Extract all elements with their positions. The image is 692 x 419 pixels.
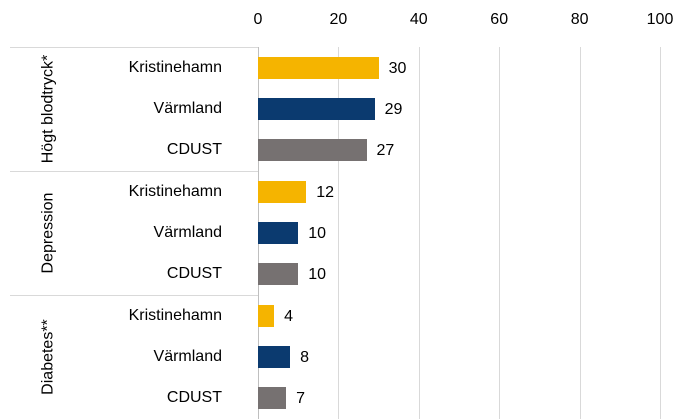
bar bbox=[258, 387, 287, 410]
category-label: CDUST bbox=[166, 389, 222, 407]
grid-line bbox=[499, 47, 501, 419]
bar bbox=[258, 263, 299, 286]
value-label: 7 bbox=[296, 390, 306, 408]
value-label: 10 bbox=[308, 225, 326, 242]
value-label: 29 bbox=[384, 101, 403, 118]
x-tick-label: 80 bbox=[570, 11, 589, 28]
group-separator bbox=[10, 47, 258, 48]
category-label: CDUST bbox=[166, 141, 222, 159]
bar bbox=[258, 222, 299, 244]
x-tick-label: 60 bbox=[490, 11, 509, 28]
bar bbox=[258, 180, 307, 203]
category-label: Värmland bbox=[153, 348, 222, 365]
x-tick-label: 100 bbox=[646, 11, 674, 28]
x-tick-label: 40 bbox=[409, 11, 428, 28]
x-tick-label: 20 bbox=[329, 11, 348, 28]
grid-line bbox=[579, 47, 581, 419]
value-label: 4 bbox=[284, 307, 293, 325]
grid-line bbox=[338, 47, 340, 419]
category-label: Kristinehamn bbox=[128, 306, 222, 324]
group-separator bbox=[10, 295, 258, 296]
category-label: Kristinehamn bbox=[128, 58, 222, 76]
grid-line bbox=[660, 47, 661, 419]
value-label: 8 bbox=[300, 349, 310, 366]
value-label: 12 bbox=[316, 183, 335, 201]
bar bbox=[258, 98, 375, 120]
group-separator bbox=[10, 171, 258, 172]
category-label: Värmland bbox=[153, 100, 222, 117]
value-label: 30 bbox=[388, 59, 407, 77]
value-label: 27 bbox=[376, 142, 395, 160]
bar bbox=[258, 346, 291, 368]
category-label: CDUST bbox=[166, 265, 222, 283]
bar bbox=[258, 56, 379, 79]
grid-line bbox=[418, 47, 420, 419]
category-label: Kristinehamn bbox=[128, 182, 222, 200]
value-label: 10 bbox=[308, 266, 326, 284]
bar bbox=[258, 304, 275, 327]
category-label: Värmland bbox=[153, 224, 222, 241]
x-tick-label: 0 bbox=[253, 11, 263, 28]
bar bbox=[258, 139, 367, 162]
